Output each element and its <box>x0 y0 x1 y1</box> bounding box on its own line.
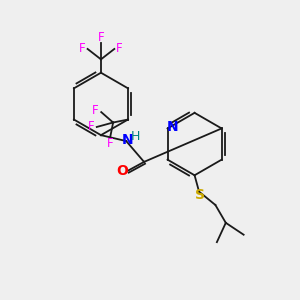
Text: F: F <box>98 31 104 44</box>
Text: F: F <box>88 121 94 134</box>
Text: S: S <box>195 188 205 202</box>
Text: N: N <box>122 133 134 147</box>
Text: F: F <box>92 104 99 117</box>
Text: N: N <box>167 120 178 134</box>
Text: O: O <box>116 164 128 178</box>
Text: H: H <box>130 130 140 143</box>
Text: F: F <box>107 137 113 150</box>
Text: F: F <box>79 42 86 56</box>
Text: F: F <box>116 42 123 56</box>
